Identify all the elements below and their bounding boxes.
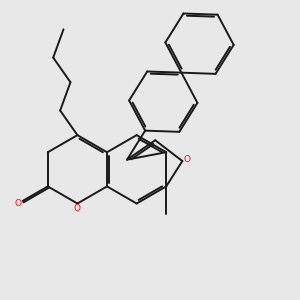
Text: O: O (74, 204, 81, 213)
Text: O: O (184, 155, 191, 164)
Text: O: O (14, 199, 22, 208)
